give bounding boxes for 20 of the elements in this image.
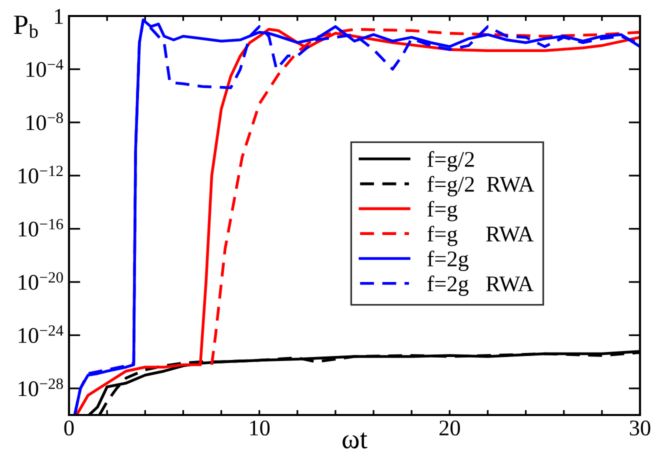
legend-label: f=2g RWA xyxy=(427,275,534,296)
legend-label: f=2g xyxy=(427,250,468,272)
y-tick-label: 10$^{−28}$ xyxy=(18,378,63,396)
x-tick-label: 10 xyxy=(250,420,270,436)
y-tick-label: 10$^{−12}$ xyxy=(18,166,63,184)
y-tick-label: 10$^{−16}$ xyxy=(18,218,64,237)
y-tick-label: 10$^{−24}$ xyxy=(18,325,64,344)
y-tick-label: 10$^{−4}$ xyxy=(26,59,64,77)
y-axis-title: P$_{b}$ xyxy=(14,16,38,38)
y-tick-label: 1 xyxy=(54,9,63,24)
x-tick-label: 30 xyxy=(630,420,650,436)
y-tick-label: 10$^{−8}$ xyxy=(26,112,63,130)
y-tick-label: 10$^{−20}$ xyxy=(18,272,63,290)
legend-label: f=g/2 RWA xyxy=(427,176,534,196)
x-tick-label: 20 xyxy=(440,420,460,436)
legend-label: f=g/2 xyxy=(427,151,474,172)
legend-label: f=g RWA xyxy=(427,226,534,246)
x-axis-title: ωt xyxy=(342,432,368,448)
x-tick-label: 0 xyxy=(64,420,74,436)
legend-label: f=g xyxy=(427,200,458,222)
